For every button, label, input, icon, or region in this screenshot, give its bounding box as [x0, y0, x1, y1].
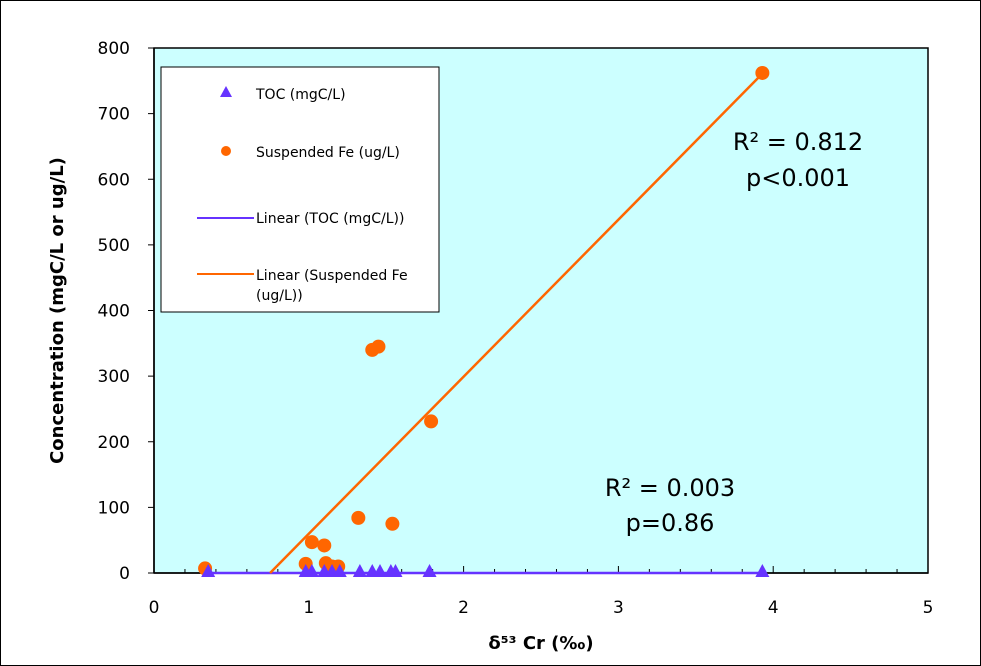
toc-point	[304, 564, 319, 577]
legend-label-toc-fit: Linear (TOC (mgC/L))	[256, 211, 404, 227]
trendlines	[205, 72, 764, 575]
legend-box	[160, 66, 440, 313]
x-tick-label: 5	[923, 598, 934, 618]
toc-point	[422, 564, 437, 577]
x-tick-label: 1	[303, 598, 314, 618]
data-points	[198, 65, 770, 577]
legend-label-toc: TOC (mgC/L)	[255, 87, 346, 103]
y-tick-label: 400	[98, 302, 130, 322]
y-tick-label: 0	[119, 564, 130, 584]
y-tick-label: 500	[98, 236, 130, 256]
y-tick-label: 800	[98, 39, 130, 59]
y-tick-label: 200	[98, 433, 130, 453]
x-tick-label: 3	[613, 598, 624, 618]
legend-label-fe-fit-line2: (ug/L))	[256, 288, 303, 304]
toc-point	[201, 564, 216, 577]
x-tick-label: 4	[768, 598, 779, 618]
y-tick-label: 300	[98, 367, 130, 387]
y-tick-label: 700	[98, 105, 130, 125]
toc-p-value-label: p=0.86	[626, 509, 715, 537]
y-axis-title: Concentration (mgC/L or ug/L)	[47, 157, 68, 464]
x-tick-labels: 0 1 2 3 4 5	[149, 598, 934, 618]
toc-point	[352, 564, 367, 577]
suspended-fe-point	[317, 538, 332, 553]
legend-circle-marker	[221, 146, 231, 156]
legend-triangle-marker	[220, 86, 232, 97]
suspended-fe-point	[371, 339, 386, 354]
x-tick-label: 2	[458, 598, 469, 618]
fe-r-squared-label: R² = 0.812	[733, 128, 863, 156]
fe-p-value-label: p<0.001	[746, 164, 850, 192]
toc-point	[373, 564, 388, 577]
suspended-fe-point	[298, 556, 313, 571]
y-tick-label: 100	[98, 498, 130, 518]
toc-point	[755, 564, 770, 577]
suspended-fe-point	[385, 516, 400, 531]
legend: TOC (mgC/L) Suspended Fe (ug/L) Linear (…	[160, 66, 440, 313]
suspended-fe-point	[755, 65, 770, 80]
toc-r-squared-label: R² = 0.003	[605, 474, 735, 502]
legend-label-fe-fit-line1: Linear (Suspended Fe	[256, 268, 408, 284]
y-tick-label: 600	[98, 170, 130, 190]
suspended-fe-point	[304, 535, 319, 550]
toc-point	[388, 564, 403, 577]
suspended-fe-point	[351, 510, 366, 525]
legend-label-fe-fit: Linear (Suspended Fe (ug/L))	[256, 268, 412, 304]
suspended-fe-trendline	[269, 72, 764, 574]
legend-label-suspended-fe: Suspended Fe (ug/L)	[256, 145, 400, 161]
x-tick-label: 0	[149, 598, 160, 618]
suspended-fe-point	[424, 414, 439, 429]
x-axis-title: δ⁵³ Cr (‰)	[488, 633, 593, 654]
y-tick-labels: 0 100 200 300 400 500 600 700 800	[98, 39, 130, 584]
toc-point	[332, 564, 347, 577]
